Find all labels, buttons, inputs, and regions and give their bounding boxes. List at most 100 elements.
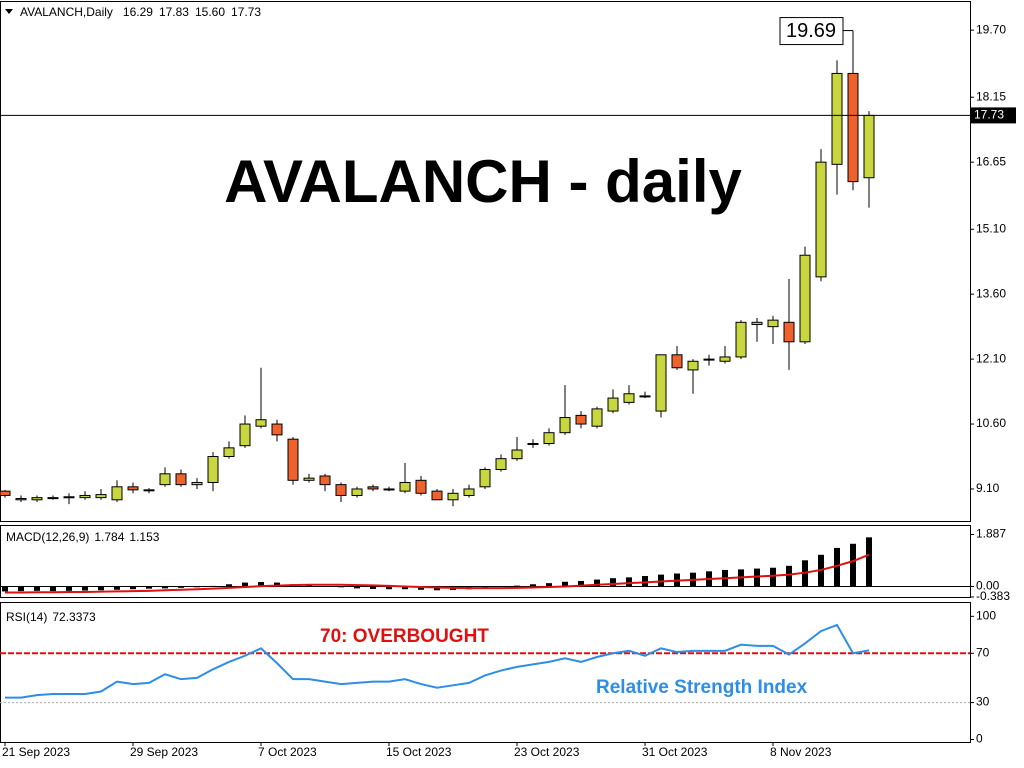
- candle-body: [783, 321, 795, 343]
- candle-body: [63, 496, 75, 499]
- x-tick-label: 7 Oct 2023: [258, 745, 317, 759]
- macd-bar: [386, 586, 392, 590]
- macd-bar: [546, 583, 552, 587]
- candle-body: [463, 488, 475, 496]
- y-tick-label: 70: [976, 645, 990, 659]
- y-tick-label: 30: [976, 695, 990, 709]
- candle-body: [447, 492, 459, 501]
- annotation: Relative Strength Index: [596, 677, 808, 698]
- chart-title: AVALANCH - daily: [224, 148, 742, 215]
- price-label: 17.73: [974, 108, 1004, 122]
- candle-body: [655, 354, 667, 412]
- rsi-value: 72.3373: [52, 610, 96, 624]
- candle-body: [0, 490, 11, 496]
- macd-bar: [418, 586, 424, 590]
- macd-bar: [338, 586, 344, 588]
- macd-bar: [258, 582, 264, 587]
- macd-bar: [370, 586, 376, 589]
- candle-body: [751, 321, 763, 325]
- macd-panel: [0, 525, 971, 598]
- candle-body: [479, 468, 491, 488]
- y-tick-label: 1.887: [976, 527, 1006, 541]
- x-tick-label: 21 Sep 2023: [2, 745, 70, 759]
- candle-body: [223, 447, 235, 458]
- macd-bar: [50, 586, 56, 592]
- macd-bar: [562, 581, 568, 587]
- candle-body: [47, 497, 59, 500]
- macd-bar: [82, 586, 88, 591]
- candle-body: [719, 356, 731, 362]
- candle-body: [399, 481, 411, 492]
- macd-bar: [786, 565, 792, 587]
- macd-bar: [594, 579, 600, 587]
- close-label: 17.73: [231, 5, 261, 19]
- macd-value: 1.784: [94, 530, 124, 544]
- y-tick-label: 13.60: [976, 286, 1006, 300]
- x-tick-label: 23 Oct 2023: [514, 745, 580, 759]
- candle-body: [191, 481, 203, 486]
- macd-bar: [498, 586, 504, 588]
- macd-bar: [178, 586, 184, 588]
- candle-body: [319, 475, 331, 486]
- macd-bar: [834, 547, 840, 587]
- signal-line: [5, 553, 870, 594]
- macd-bar: [402, 586, 408, 590]
- candle-body: [351, 488, 363, 496]
- macd-bar: [226, 584, 232, 587]
- candle-body: [383, 488, 395, 491]
- macd-bar: [866, 537, 872, 587]
- candle-body: [31, 497, 43, 501]
- y-tick-label: -0.383: [976, 589, 1010, 603]
- open-label: 16.29: [123, 5, 153, 19]
- price-panel: [0, 1, 971, 522]
- candle-body: [863, 114, 875, 179]
- macd-bar: [146, 586, 152, 589]
- candle-body: [335, 484, 347, 496]
- y-tick-label: 19.70: [976, 22, 1006, 36]
- macd-bar: [850, 543, 856, 587]
- candle-body: [735, 321, 747, 358]
- macd-bar: [34, 586, 40, 591]
- candle-body: [639, 395, 651, 398]
- candle-body: [79, 494, 91, 499]
- macd-bar: [114, 586, 120, 590]
- macd-bar: [530, 584, 536, 587]
- y-tick-label: 0: [976, 732, 983, 746]
- candle-body: [543, 432, 555, 445]
- y-tick-label: 9.10: [976, 481, 1000, 495]
- candle-body: [623, 393, 635, 403]
- candle-body: [303, 477, 315, 481]
- x-tick-label: 29 Sep 2023: [130, 745, 198, 759]
- macd-bar: [642, 575, 648, 587]
- rsi-header: RSI(14) 72.3373: [6, 610, 96, 624]
- macd-bar: [626, 577, 632, 587]
- candle-body: [175, 473, 187, 486]
- x-tick-label: 15 Oct 2023: [386, 745, 452, 759]
- y-tick-label: 100: [976, 608, 996, 622]
- macd-bar: [770, 567, 776, 587]
- candle-body: [767, 319, 779, 328]
- macd-bar: [2, 586, 8, 592]
- candle-body: [287, 438, 299, 481]
- macd-bar: [242, 582, 248, 587]
- candle-body: [143, 489, 155, 492]
- candle-body: [15, 497, 27, 501]
- candle-body: [831, 72, 843, 165]
- price-label-box: [970, 107, 1016, 124]
- candle-body: [799, 254, 811, 343]
- candle-body: [111, 486, 123, 501]
- macd-bar: [18, 586, 24, 592]
- symbol: AVALANCH,Daily: [20, 5, 113, 19]
- candle-body: [495, 458, 507, 470]
- candle-body: [815, 161, 827, 278]
- candle-body: [431, 490, 443, 501]
- y-tick-label: 15.10: [976, 221, 1006, 235]
- y-tick-label: 0.00: [976, 579, 1000, 593]
- candle-body: [95, 494, 107, 499]
- candle-body: [607, 397, 619, 412]
- rsi-title: RSI(14): [6, 610, 47, 624]
- candle-body: [559, 417, 571, 434]
- y-tick-label: 12.10: [976, 351, 1006, 365]
